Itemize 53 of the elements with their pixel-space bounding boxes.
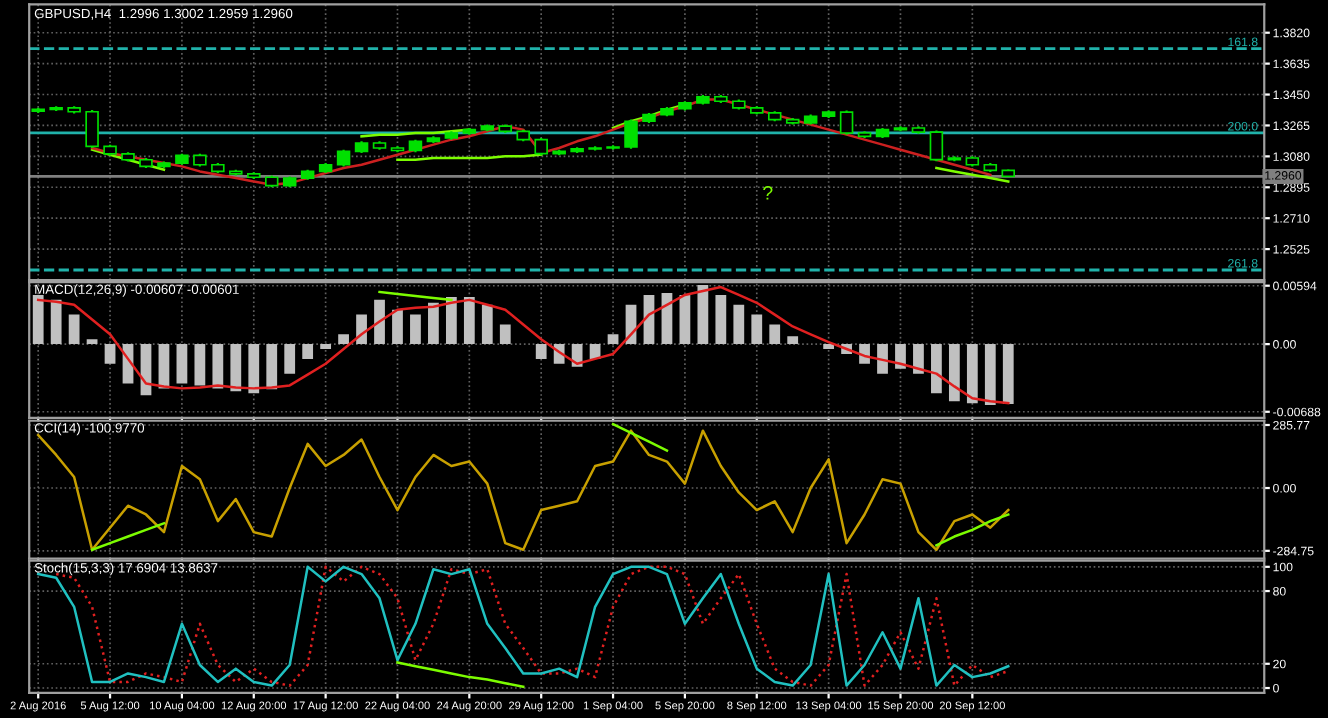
bar <box>266 344 278 390</box>
bar <box>751 314 763 345</box>
bar <box>895 344 906 369</box>
line-series <box>90 98 992 187</box>
line-series <box>935 166 1010 183</box>
line-series <box>935 513 1010 547</box>
bar <box>715 294 727 345</box>
bar <box>248 344 260 394</box>
bar <box>769 324 781 345</box>
annotation: ? <box>763 186 773 200</box>
bar <box>50 299 62 345</box>
bar <box>535 344 547 359</box>
bar <box>68 314 80 345</box>
bar <box>176 344 188 384</box>
bar <box>787 336 799 345</box>
bar <box>1002 344 1014 405</box>
bar <box>948 344 960 402</box>
bar <box>320 344 332 350</box>
bar <box>499 324 511 345</box>
bar <box>913 344 924 374</box>
bar <box>931 344 942 394</box>
bar <box>302 344 314 359</box>
bar <box>481 304 493 345</box>
line-series <box>396 661 525 689</box>
bar <box>733 304 745 345</box>
bar <box>104 344 116 364</box>
bar <box>230 344 242 392</box>
candlestick <box>839 109 854 136</box>
candlestick <box>85 108 99 150</box>
bar <box>32 294 44 345</box>
line-series <box>36 285 1010 405</box>
bar <box>392 309 403 345</box>
bar <box>607 334 619 345</box>
bar <box>338 334 349 345</box>
candlestick <box>624 118 638 150</box>
bar <box>984 344 996 406</box>
bar <box>194 344 206 386</box>
bar <box>374 299 385 345</box>
bar <box>877 344 888 374</box>
bar <box>410 314 421 345</box>
bar <box>212 344 224 389</box>
bar <box>445 296 457 345</box>
bar <box>966 344 978 404</box>
candlestick <box>929 129 944 163</box>
bar <box>463 296 475 345</box>
bar <box>428 302 439 345</box>
line-series <box>90 148 166 171</box>
bar <box>86 339 98 345</box>
bar <box>284 344 296 374</box>
line-series <box>611 422 669 452</box>
bar <box>823 344 835 350</box>
bar <box>697 285 709 345</box>
line-series <box>90 522 166 552</box>
